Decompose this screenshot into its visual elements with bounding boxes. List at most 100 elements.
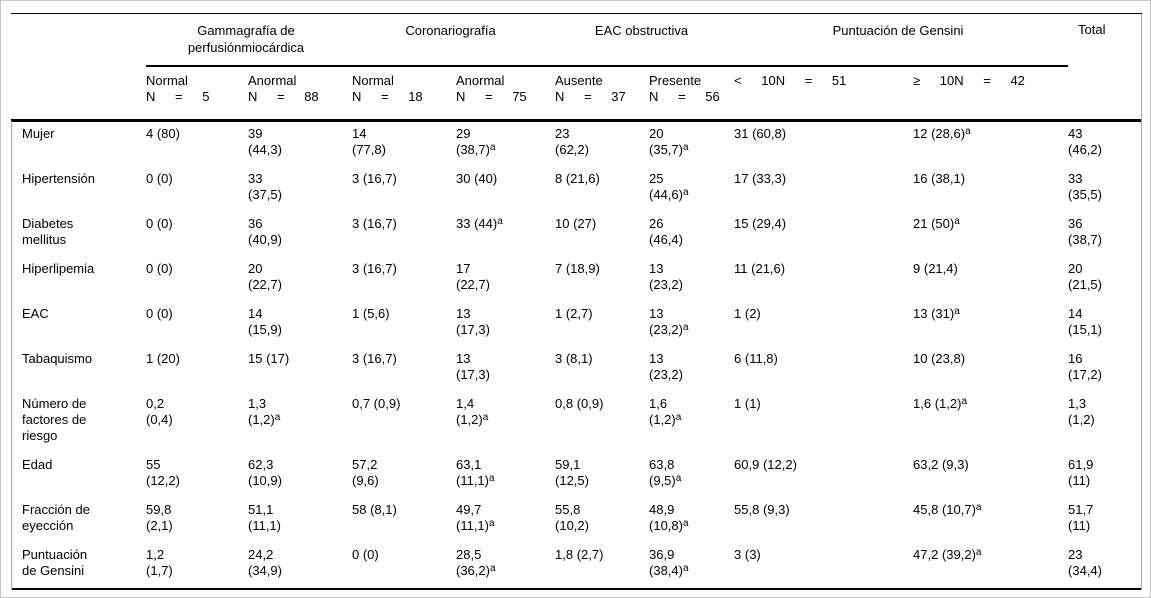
footnote-marker-a: a [961,395,968,407]
footnote-marker-a: a [954,305,960,317]
column-header-anormal-n75: Anormal N = 75 [456,66,556,122]
table-cell: 3 (16,7) [352,170,397,186]
footnote-marker-a: a [274,411,281,423]
table-cell: 1 (1) [734,395,761,411]
table-cell: 1,4 (1,2)a [456,395,489,427]
table-row: Hipertensión 0 (0) 33 (37,5) 3 (16,7) 30 (40… [11,167,1142,212]
table-cell: 1,8 (2,7) [555,542,650,590]
row-label: Mujer [22,125,55,141]
table-cell: 3 (8,1) [555,350,593,366]
table-cell: 60,9 (12,2) [734,456,797,472]
table-cell: 29 (38,7)a [456,125,496,157]
table-cell: 0 (0) [146,215,173,231]
table-row: Tabaquismo 1 (20) 15 (17) 3 (16,7) 13 (17,3)… [11,347,1142,392]
table-row: Puntuación de Gensini 1,2 (1,7) 24,2 (34,9… [11,542,1143,590]
table-cell: 0 (0) [146,170,173,186]
table-cell: 33 (44)a [456,215,503,231]
table-cell: 28,5 (36,2)a [456,542,556,590]
row-label: Fracción de eyección [22,501,90,533]
table-cell: 17 (33,3) [734,170,787,186]
table-cell: 13 (23,2) [649,260,683,292]
footnote-marker-a: a [954,215,960,227]
table-cell: 9 (21,4) [913,260,958,276]
table-cell: 0 (0) [146,305,173,321]
row-label: Tabaquismo [22,350,93,366]
table-cell: 17 (22,7) [456,260,490,292]
table-row: EAC 0 (0) 14 (15,9) 1 (5,6) 13 (17,3) 1 (2,7)… [11,302,1142,347]
column-group-gensini: Puntuación de Gensini [734,13,1069,67]
footnote-marker-a: a [489,141,496,153]
table-cell: 55,8 (10,2) [555,501,589,533]
column-header-gensini-lt10: < 10N = 51 [734,66,914,122]
table-cell: 36,9 (38,4)a [649,542,735,590]
table-body: Mujer 4 (80) 39 (44,3) 14 (77,8) 29 (38,7)a 2… [11,120,1143,590]
table-cell: 59,8 (2,1) [146,501,173,533]
table-row: Diabetes mellitus 0 (0) 36 (40,9) 3 (16,7) 3… [11,212,1142,257]
table-left-border [11,121,12,590]
statistics-table: Gammagrafía de perfusiónmiocárdica Coron… [11,13,1143,590]
row-label: EAC [22,305,49,321]
table-cell: 48,9 (10,8)a [649,501,689,533]
column-header-total: Total [1068,13,1143,122]
table-cell: 13 (31)a [913,305,960,321]
table-cell: 10 (27) [555,215,597,231]
footnote-marker-a: a [965,125,971,137]
table-cell: 36 (40,9) [248,215,282,247]
column-header-normal-n5: Normal N = 5 [146,66,248,122]
table-row: Edad 55 (12,2) 62,3 (10,9) 57,2 (9,6) 63,1 (… [11,453,1142,498]
table-cell: 13 (17,3) [456,305,490,337]
table-cell: 3 (16,7) [352,260,397,276]
table-cell: 1,6 (1,2)a [649,395,682,427]
table-cell: 24,2 (34,9) [248,542,352,590]
table-cell: 16 (38,1) [913,170,966,186]
table-cell: 0,2 (0,4) [146,395,173,427]
table-cell: 14 (15,1) [1068,305,1102,337]
table-cell: 55,8 (9,3) [734,501,790,517]
table-cell: 43 (46,2) [1068,125,1102,157]
table-cell: 31 (60,8) [734,125,787,141]
footnote-marker-a: a [497,215,503,227]
table-cell: 49,7 (11,1)a [456,501,495,533]
footnote-marker-a: a [682,562,689,574]
table-cell: 61,9 (11) [1068,456,1094,488]
footnote-marker-a: a [489,517,495,529]
table-cell: 10 (23,8) [913,350,966,366]
table-cell: 14 (77,8) [352,125,386,157]
footnote-marker-a: a [975,501,982,513]
table-cell: 1,2 (1,7) [146,542,248,590]
footnote-marker-a: a [482,411,489,423]
table-row: Fracción de eyección 59,8 (2,1) 51,1 (11,1… [11,498,1142,543]
table-cell: 33 (35,5) [1068,170,1102,202]
table-cell: 25 (44,6)a [649,170,689,202]
table-cell: 47,2 (39,2)a [913,542,1069,590]
row-header-spacer [11,13,146,122]
row-label: Diabetes mellitus [22,215,74,247]
row-label: Hiperlipemia [22,260,95,276]
column-group-eac-obstructiva: EAC obstructiva [555,13,735,67]
table-cell: 15 (17) [248,350,290,366]
table-cell: 1 (2) [734,305,761,321]
footnote-marker-a: a [675,472,682,484]
table-right-border [1141,14,1142,590]
table-cell: 57,2 (9,6) [352,456,379,488]
footnote-marker-a: a [682,186,689,198]
table-header: Gammagrafía de perfusiónmiocárdica Coron… [11,13,1143,122]
statistics-table-frame: Gammagrafía de perfusiónmiocárdica Coron… [11,13,1143,590]
row-label: Hipertensión [22,170,95,186]
table-cell: 14 (15,9) [248,305,282,337]
table-cell: 8 (21,6) [555,170,600,186]
table-cell: 26 (46,4) [649,215,683,247]
table-cell: 1,3 (1,2)a [248,395,281,427]
table-cell: 6 (11,8) [734,350,778,366]
table-cell: 23 (62,2) [555,125,589,157]
table-cell: 11 (21,6) [734,260,786,276]
column-group-coronariografia: Coronariografía [352,13,556,67]
table-cell: 0 (0) [352,542,456,590]
row-label: Puntuación de Gensini [11,542,146,590]
table-cell: 21 (50)a [913,215,960,231]
table-cell: 3 (3) [734,542,914,590]
table-cell: 36 (38,7) [1068,215,1102,247]
table-cell: 23 (34,4) [1068,542,1143,590]
table-cell: 62,3 (10,9) [248,456,282,488]
